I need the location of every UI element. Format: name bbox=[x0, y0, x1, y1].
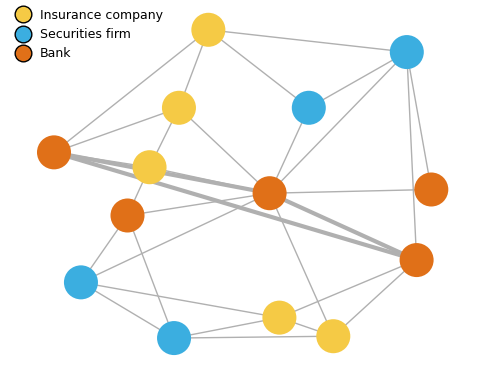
Legend: Insurance company, Securities firm, Bank: Insurance company, Securities firm, Bank bbox=[8, 6, 166, 63]
Point bbox=[204, 27, 212, 33]
Point bbox=[146, 164, 154, 170]
Point bbox=[266, 190, 274, 196]
Point bbox=[124, 213, 132, 219]
Point bbox=[276, 315, 283, 321]
Point bbox=[50, 149, 58, 155]
Point bbox=[412, 257, 420, 263]
Point bbox=[305, 105, 313, 111]
Point bbox=[403, 49, 411, 55]
Point bbox=[428, 186, 436, 193]
Point bbox=[170, 335, 178, 341]
Point bbox=[77, 279, 85, 285]
Point bbox=[175, 105, 183, 111]
Point bbox=[330, 333, 338, 339]
